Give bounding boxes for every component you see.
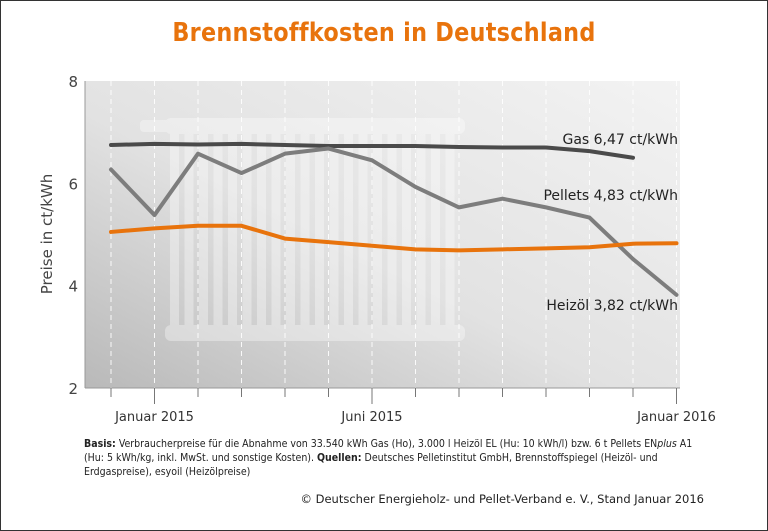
plot-background: [85, 81, 680, 388]
basis-italic: plus: [657, 438, 677, 450]
radiator-fin: [184, 125, 194, 335]
series-line-pellets: [109, 223, 679, 253]
series-label-pellets: Pellets 4,83 ct/kWh: [543, 188, 678, 204]
y-tick-label: 2: [68, 380, 78, 398]
radiator-fin: [329, 125, 339, 335]
sources-label: Quellen:: [317, 452, 362, 464]
radiator-fin: [271, 125, 281, 335]
x-tick-label: Januar 2016: [636, 410, 716, 425]
radiator-fin: [286, 125, 295, 335]
chart-title: Brennstoffkosten in Deutschland: [172, 18, 596, 48]
radiator-fin: [358, 125, 368, 335]
radiator-bottom-pipe: [165, 325, 465, 341]
radiator-fin: [387, 125, 397, 335]
x-tick-label: Juni 2015: [340, 410, 402, 425]
x-tick-label: Januar 2015: [114, 410, 194, 425]
radiator-fin: [213, 125, 223, 335]
radiator-fin: [344, 125, 353, 335]
footnote: Basis: Verbraucherpreise für die Abnahme…: [84, 437, 704, 479]
series-label-heizl: Heizöl 3,82 ct/kWh: [546, 298, 678, 314]
radiator-fin: [373, 125, 382, 335]
radiator-fin: [445, 125, 455, 335]
basis-text-1: Verbraucherpreise für die Abnahme von 33…: [115, 438, 658, 450]
y-tick-label: 6: [68, 175, 78, 193]
basis-text-2: A1 (Hu: 5 kWh/kg, inkl. MwSt. und sonsti…: [84, 438, 693, 464]
radiator-watermark: [140, 118, 465, 341]
radiator-fin: [228, 125, 237, 335]
radiator-fin: [242, 125, 252, 335]
radiator-fin: [170, 125, 179, 335]
radiator-fin: [416, 125, 426, 335]
radiator-fin: [315, 125, 324, 335]
radiator-fin: [300, 125, 310, 335]
y-axis-label: Preise in ct/kWh: [38, 174, 56, 294]
series-label-gas: Gas 6,47 ct/kWh: [562, 132, 678, 148]
series-line-gas: [109, 141, 635, 160]
y-tick-label: 8: [68, 73, 78, 91]
copyright: © Deutscher Energieholz- und Pellet-Verb…: [300, 492, 704, 506]
radiator-top-pipe: [165, 118, 465, 134]
radiator-fin: [199, 125, 208, 335]
series-line-heizl: [109, 146, 679, 297]
radiator-fin: [402, 125, 411, 335]
radiator-fin: [431, 125, 440, 335]
y-tick-label: 4: [68, 278, 78, 296]
sources-text: Deutsches Pelletinstitut GmbH, Brennstof…: [84, 452, 658, 478]
basis-label: Basis:: [84, 438, 116, 450]
